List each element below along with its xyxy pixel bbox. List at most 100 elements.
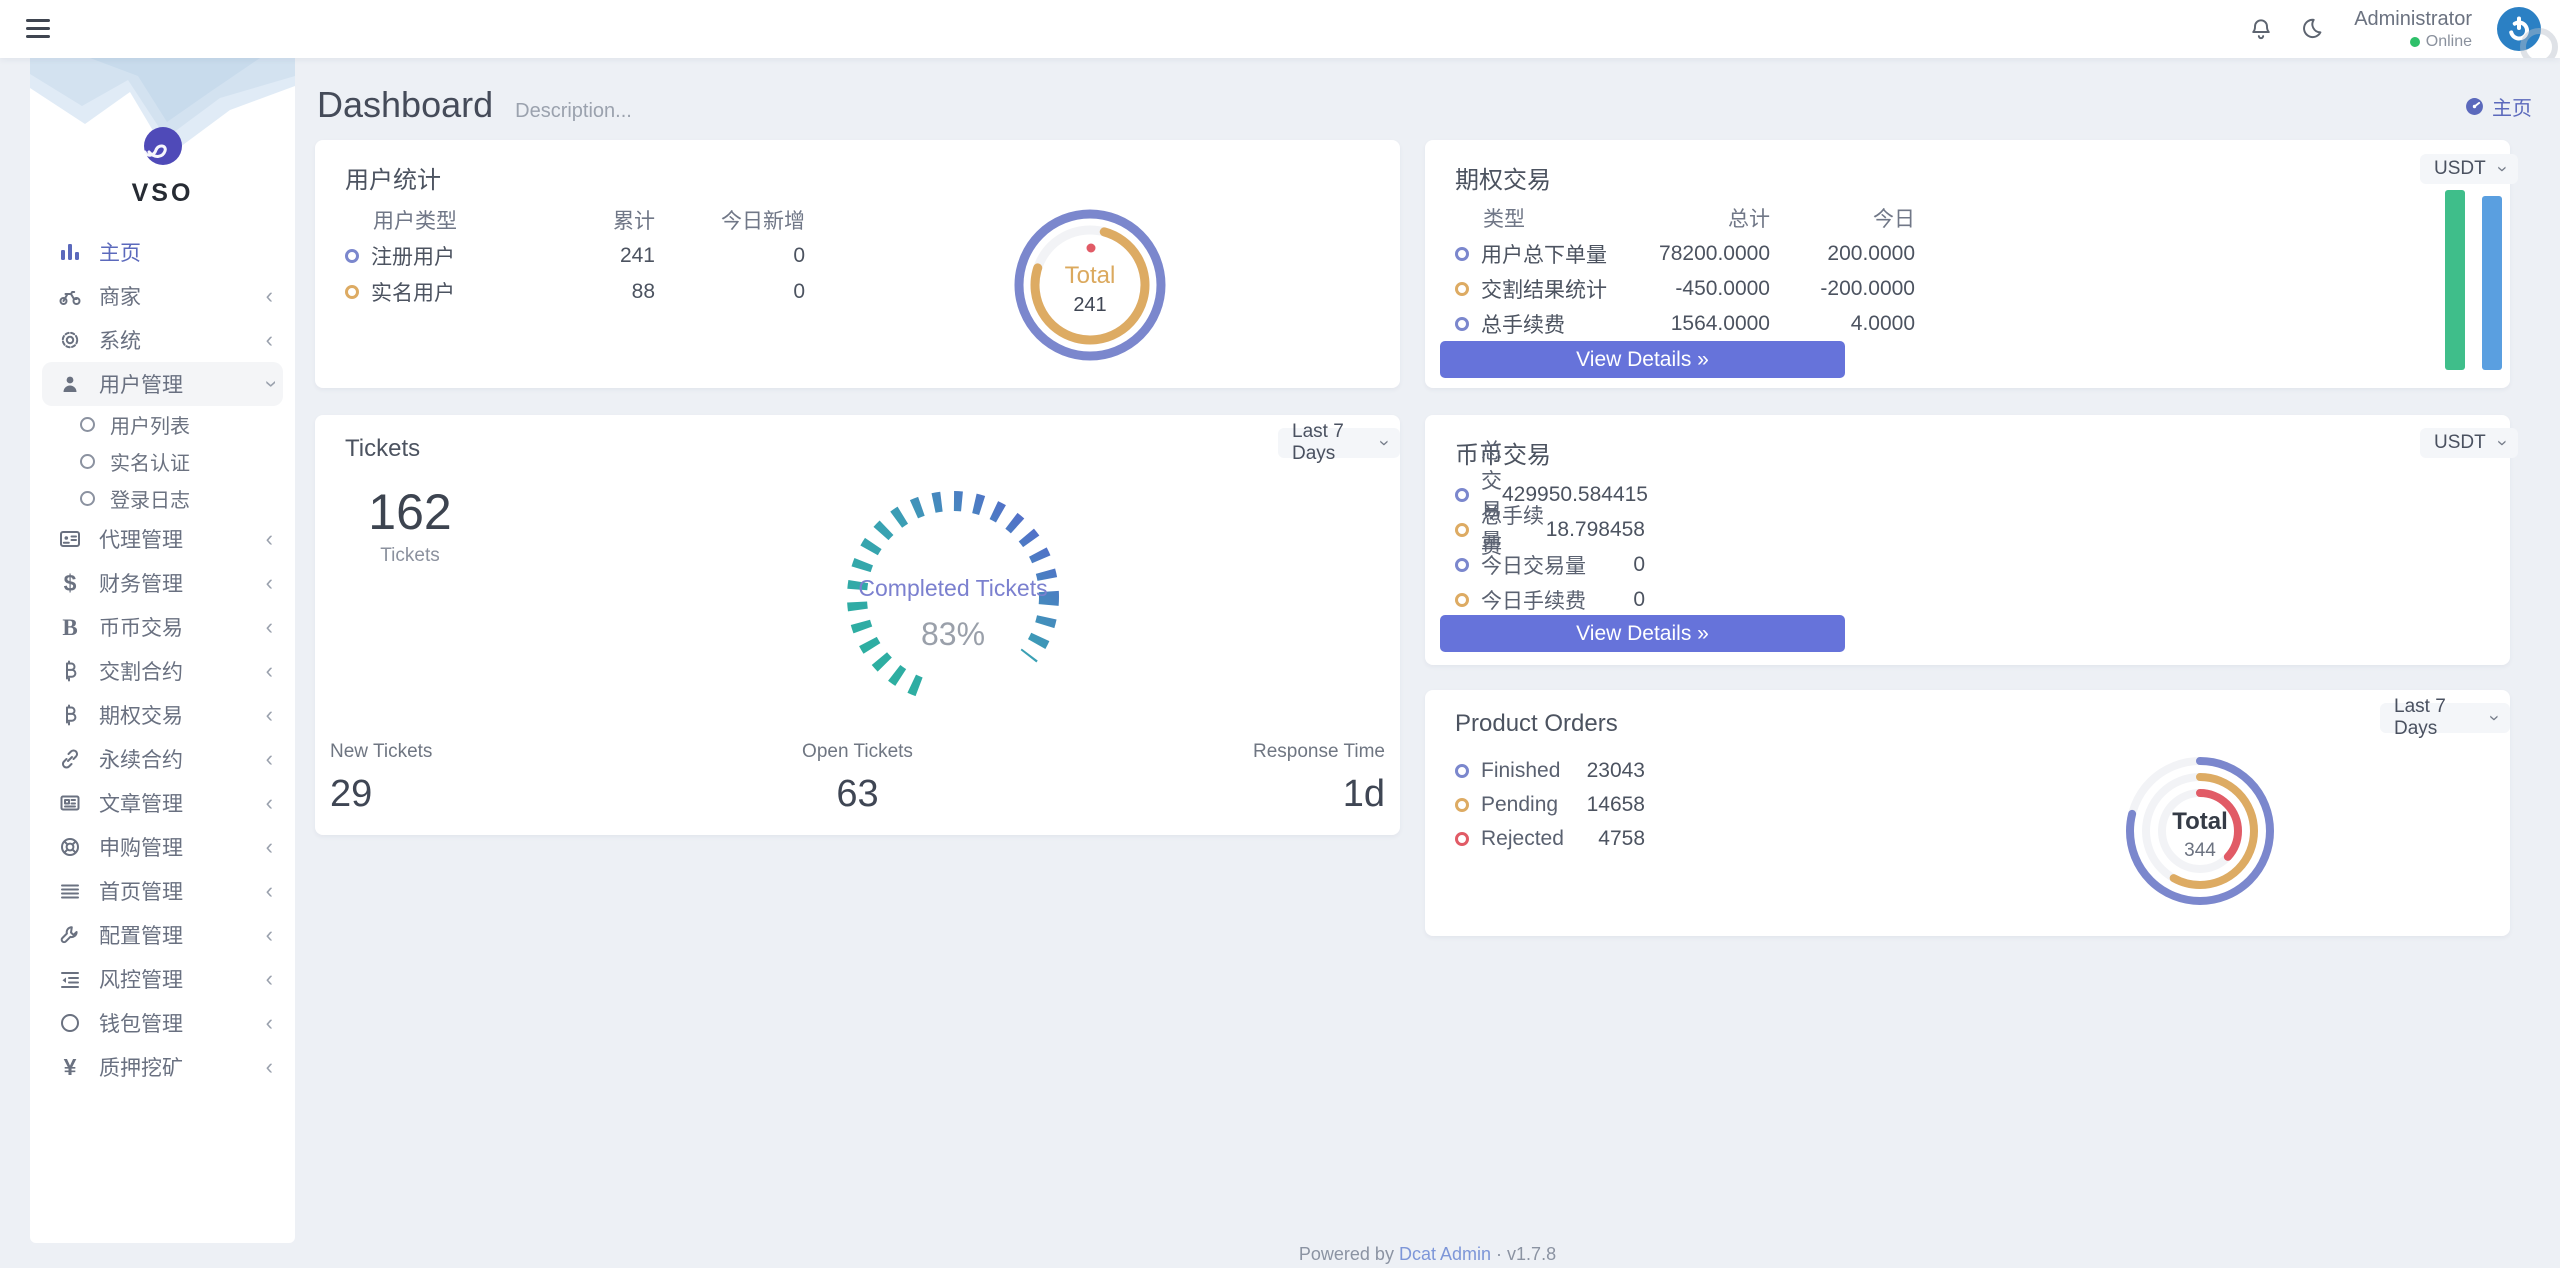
chevron-left-icon: ‹ (265, 834, 273, 859)
series-marker-icon (1455, 592, 1469, 607)
table-cell: 78200.0000 (1659, 241, 1770, 265)
sidebar-item-home[interactable]: 主页 (42, 230, 283, 274)
sidebar-item-label: 文章管理 (99, 793, 183, 816)
sidebar-subitem-user-list[interactable]: 用户列表 (42, 406, 283, 443)
logo-text: VSO (131, 179, 194, 207)
chevron-left-icon: ‹ (265, 922, 273, 947)
table-row-label: 总手续费 (1455, 306, 1660, 341)
series-marker-icon (1455, 281, 1469, 296)
table-row-label: 交割结果统计 (1455, 271, 1660, 306)
series-marker-icon (1455, 522, 1469, 537)
page-title: Dashboard (317, 84, 494, 125)
user-stats-table: 用户类型 累计 今日新增 注册用户 241 0 实名用户 88 0 (345, 202, 805, 310)
stat-open-tickets: Open Tickets 63 (315, 741, 1400, 816)
view-details-button[interactable]: View Details » (1440, 341, 1845, 378)
sidebar-item-label: 风控管理 (99, 969, 183, 992)
chevron-left-icon: ‹ (265, 1054, 273, 1079)
breadcrumb[interactable]: 主页 (2465, 92, 2532, 121)
col-header: 累计 (613, 210, 655, 233)
user-status-text: Online (2425, 32, 2472, 50)
user-stats-card: 用户统计 用户类型 累计 今日新增 注册用户 241 0 实名用户 88 0 T… (315, 140, 1400, 388)
series-marker-icon (1455, 832, 1469, 846)
period-select[interactable]: Last 7 Days ‹ (2380, 696, 2510, 739)
sidebar-item-perpetual-contract[interactable]: 永续合约 ‹ (42, 737, 283, 781)
sidebar-item-risk-management[interactable]: 风控管理 ‹ (42, 957, 283, 1001)
sidebar-subitem-login-log[interactable]: 登录日志 (42, 480, 283, 517)
card-title: Product Orders (1455, 710, 1618, 737)
chevron-left-icon: ‹ (265, 966, 273, 991)
sidebar-item-finance-management[interactable]: $ 财务管理 ‹ (42, 561, 283, 605)
tickets-count: 162 (368, 484, 452, 540)
sidebar-item-staking-mining[interactable]: ¥ 质押挖矿 ‹ (42, 1045, 283, 1089)
dark-mode-moon-icon[interactable] (2298, 16, 2324, 42)
bars-icon (56, 878, 84, 904)
sidebar-item-subscription-management[interactable]: 申购管理 ‹ (42, 825, 283, 869)
currency-select[interactable]: USDT ‹ (2420, 428, 2518, 458)
id-card-icon (56, 526, 84, 552)
sidebar-item-agent-management[interactable]: 代理管理 ‹ (42, 517, 283, 561)
chevron-left-icon: ‹ (265, 702, 273, 727)
chevron-left-icon: ‹ (265, 1010, 273, 1035)
sidebar-item-label: 用户管理 (99, 374, 183, 397)
stat-label: Open Tickets (802, 741, 913, 762)
sidebar-item-homepage-management[interactable]: 首页管理 ‹ (42, 869, 283, 913)
chevron-down-icon: ‹ (256, 380, 282, 388)
card-title: 币币交易 (1455, 442, 1551, 469)
avatar[interactable] (2496, 6, 2558, 58)
ring-center-label: Completed Tickets (858, 575, 1048, 601)
wrench-icon (56, 922, 84, 948)
navbar-right-cluster: Administrator Online (2248, 0, 2558, 58)
view-details-button[interactable]: View Details » (1440, 615, 1845, 652)
hamburger-menu-icon[interactable] (26, 19, 50, 39)
sidebar-item-label: 主页 (99, 242, 141, 265)
notifications-bell-icon[interactable] (2248, 16, 2274, 42)
sidebar-item-article-management[interactable]: 文章管理 ‹ (42, 781, 283, 825)
chevron-left-icon: ‹ (265, 526, 273, 551)
link-icon (56, 746, 84, 772)
footer-link[interactable]: Dcat Admin (1398, 1244, 1492, 1264)
table-cell: 4.0000 (1850, 311, 1915, 335)
sidebar-item-delivery-contract[interactable]: 交割合约 ‹ (42, 649, 283, 693)
sidebar-item-user-management[interactable]: 用户管理 ‹ (42, 362, 283, 406)
stat-label: New Tickets (330, 741, 433, 762)
ring-center-text: Completed Tickets 83% (803, 575, 1103, 653)
table-row-label: 实名用户 (345, 274, 545, 310)
period-select[interactable]: Last 7 Days ‹ (1278, 421, 1400, 464)
gear-icon (56, 327, 84, 353)
sidebar-item-label: 申购管理 (99, 837, 183, 860)
sidebar-item-config-management[interactable]: 配置管理 ‹ (42, 913, 283, 957)
period-select-value: Last 7 Days (2394, 696, 2446, 739)
series-marker-icon (1455, 487, 1469, 502)
sidebar-item-merchant[interactable]: 商家 ‹ (42, 274, 283, 318)
sidebar-item-wallet-management[interactable]: 钱包管理 ‹ (42, 1001, 283, 1045)
circle-bullet-icon (80, 454, 95, 469)
user-status: Online (2354, 32, 2472, 52)
options-trading-card: 期权交易 USDT ‹ 类型 总计 今日 用户总下单量 78200.0000 2… (1425, 140, 2518, 388)
user-block[interactable]: Administrator Online (2354, 7, 2472, 52)
sidebar-item-label: 首页管理 (99, 881, 183, 904)
sidebar-item-system[interactable]: 系统 ‹ (42, 318, 283, 362)
sidebar-item-label: 系统 (99, 330, 141, 353)
sidebar-item-spot-trading[interactable]: B 币币交易 ‹ (42, 605, 283, 649)
breadcrumb-home: 主页 (2492, 98, 2532, 120)
stat-value: 1d (1342, 773, 1385, 815)
bitcoin-icon (56, 658, 84, 684)
chevron-down-icon: ‹ (2483, 715, 2503, 721)
table-cell: 241 (619, 244, 655, 267)
page-description: Description... (515, 100, 632, 122)
product-orders-list: Finished 23043 Pending 14658 Rejected 47… (1455, 754, 1855, 856)
currency-select[interactable]: USDT ‹ (2420, 154, 2518, 184)
sidebar-item-label: 期权交易 (99, 705, 183, 728)
sidebar-item-options-trading[interactable]: 期权交易 ‹ (42, 693, 283, 737)
sidebar: VSO 主页 商家 ‹ (30, 58, 295, 1243)
sidebar-subitem-kyc[interactable]: 实名认证 (42, 443, 283, 480)
chevron-left-icon: ‹ (265, 614, 273, 639)
table-row-label: 注册用户 (345, 238, 545, 274)
completed-tickets-ring-chart (847, 491, 1059, 717)
chevron-left-icon: ‹ (265, 746, 273, 771)
table-cell: 200.0000 (1827, 241, 1915, 265)
sidebar-item-label: 商家 (99, 286, 141, 309)
sidebar-wave-decoration (30, 58, 295, 156)
logo[interactable]: VSO (30, 126, 295, 208)
col-header: 总计 (1728, 208, 1770, 231)
